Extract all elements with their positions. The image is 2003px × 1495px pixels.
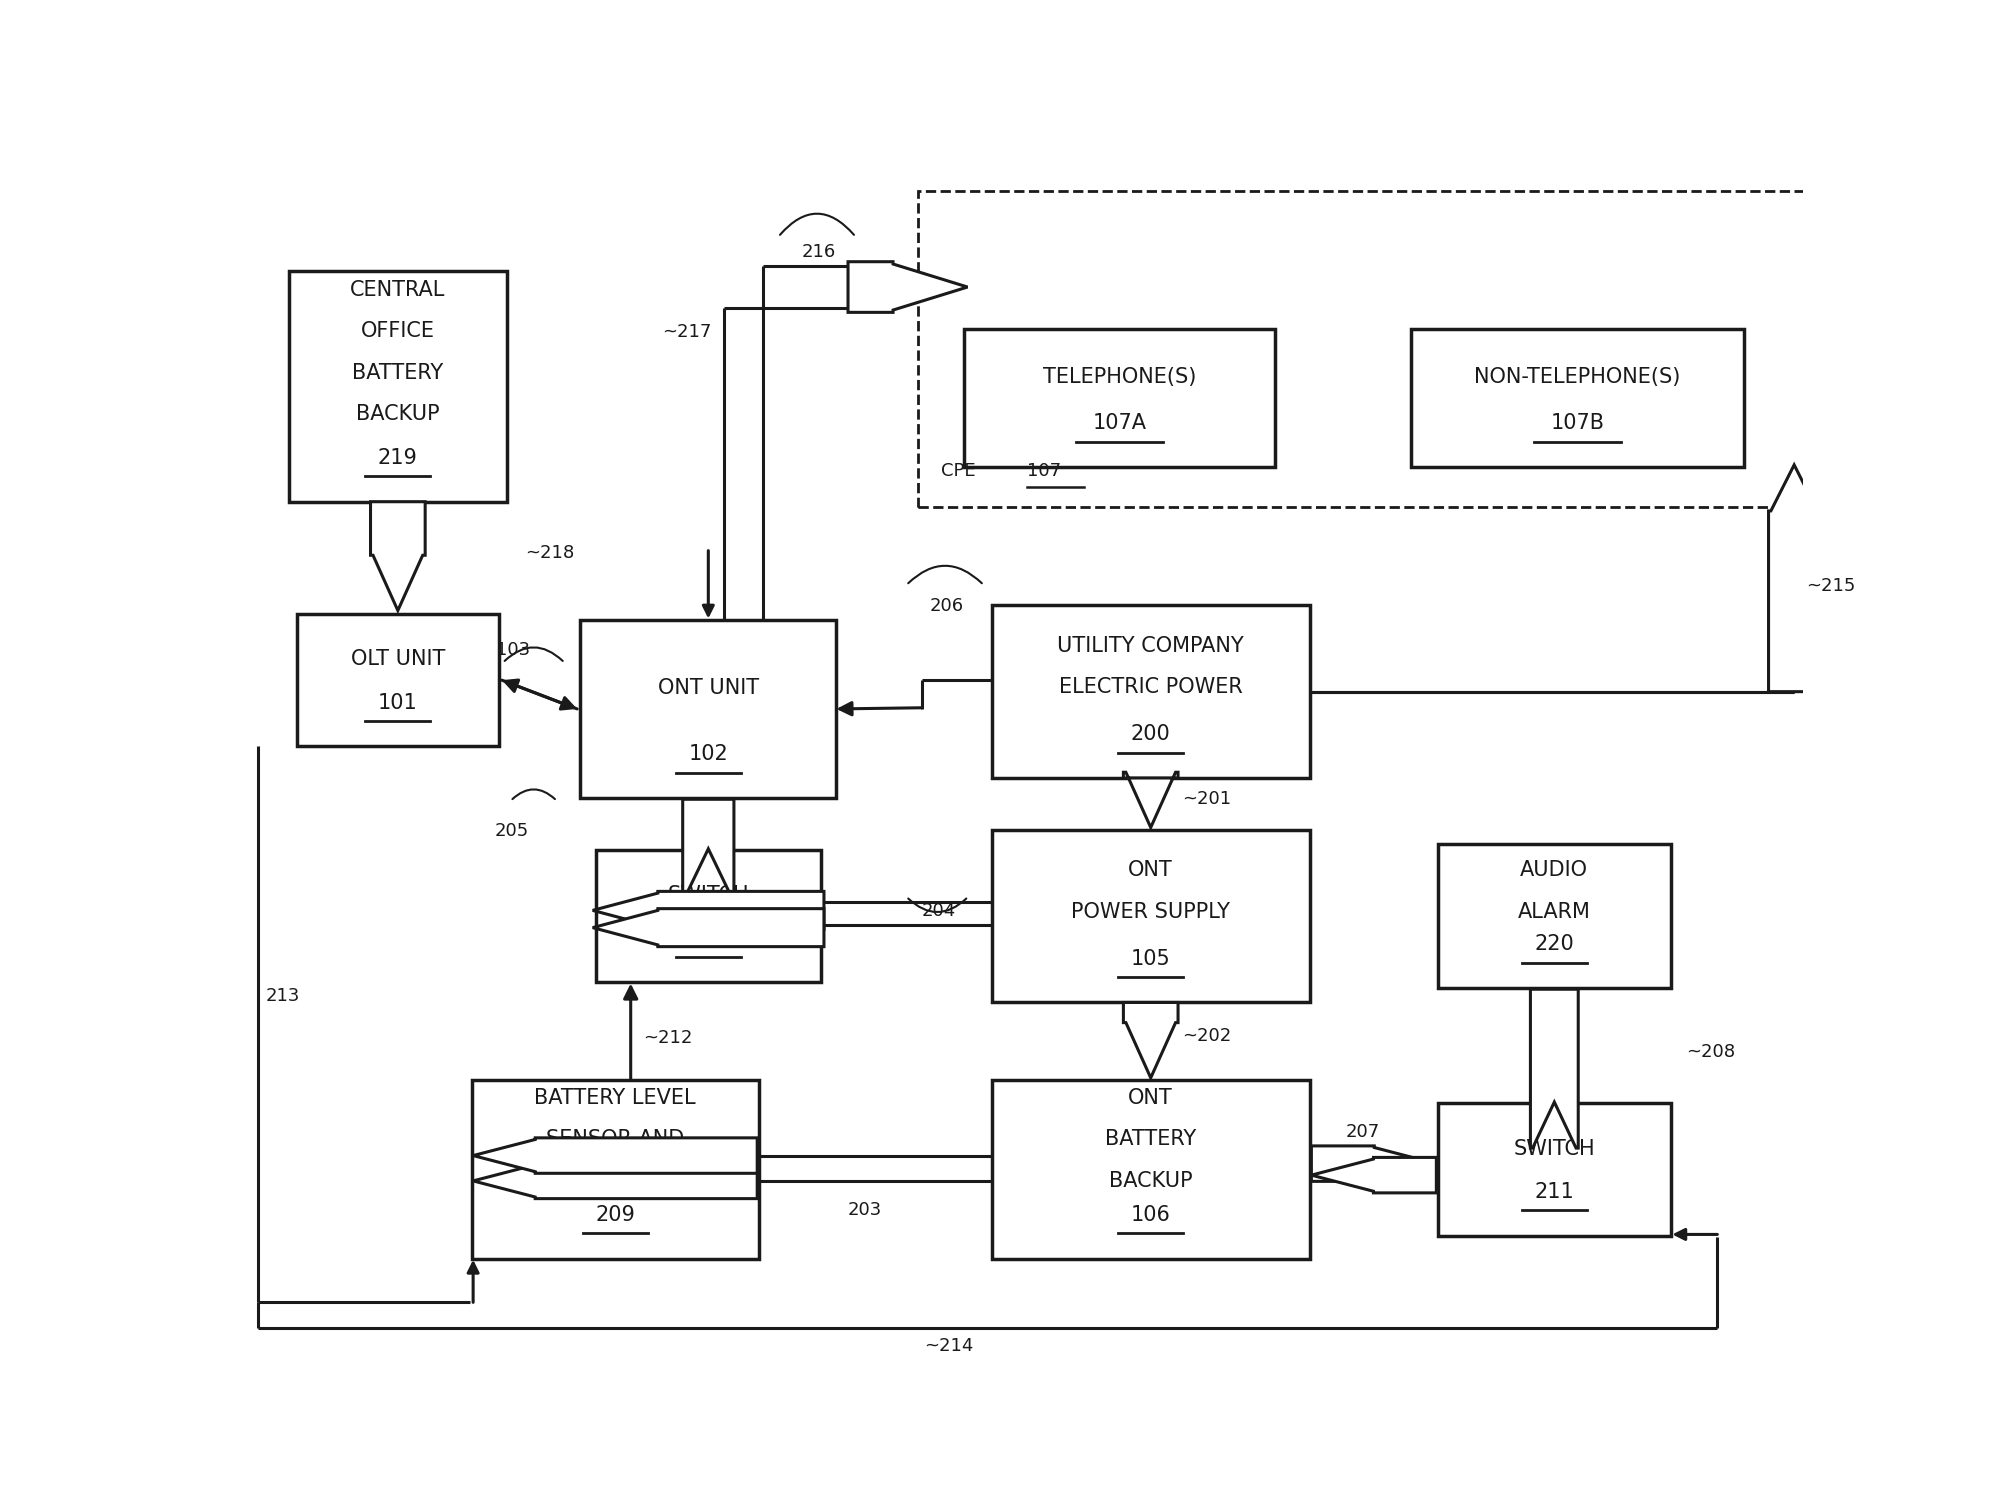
Text: 206: 206 [929,597,963,614]
Polygon shape [1124,773,1178,828]
Text: ~208: ~208 [1687,1044,1735,1061]
Text: ONT: ONT [1128,1088,1174,1108]
Text: CENTRAL: CENTRAL [351,280,445,300]
Text: UTILITY COMPANY: UTILITY COMPANY [1058,635,1244,656]
Text: 210: 210 [689,928,729,949]
Text: AUDIO: AUDIO [1520,860,1588,881]
Polygon shape [473,1163,757,1199]
Text: 101: 101 [379,692,419,713]
Text: ~215: ~215 [1807,577,1857,595]
Text: 219: 219 [379,448,419,468]
Text: POWER SUPPLY: POWER SUPPLY [1072,901,1230,921]
Text: ~214: ~214 [923,1337,973,1354]
Text: ~217: ~217 [661,323,711,341]
Text: 102: 102 [689,745,729,764]
Text: ~212: ~212 [643,1029,693,1046]
Polygon shape [1530,990,1578,1148]
Text: 213: 213 [266,987,300,1005]
Text: CONTROLLER: CONTROLLER [545,1171,685,1192]
Text: ALARM: ALARM [1518,901,1590,921]
Polygon shape [683,800,733,897]
Text: ELECTRIC POWER: ELECTRIC POWER [1060,677,1242,697]
Text: ~201: ~201 [1182,789,1232,807]
Bar [288,272,507,502]
Text: BACKUP: BACKUP [357,404,439,425]
Text: 105: 105 [1132,949,1170,969]
Text: OFFICE: OFFICE [361,321,435,341]
Text: NON-TELEPHONE(S): NON-TELEPHONE(S) [1474,368,1681,387]
Text: 209: 209 [595,1205,635,1224]
Bar [991,1081,1310,1259]
Text: 220: 220 [1534,934,1574,954]
Bar [991,830,1310,1003]
Text: 106: 106 [1132,1205,1170,1224]
Text: ~218: ~218 [525,544,575,562]
Text: ONT UNIT: ONT UNIT [657,679,759,698]
Bar [595,851,821,982]
Polygon shape [1769,465,1821,692]
Bar [917,191,1873,507]
Polygon shape [1312,1145,1436,1181]
Polygon shape [1124,1003,1178,1078]
Bar [1438,1103,1671,1235]
Polygon shape [1312,1157,1436,1193]
Text: BATTERY LEVEL: BATTERY LEVEL [535,1088,695,1108]
Text: ONT: ONT [1128,860,1174,881]
Text: SWITCH: SWITCH [1514,1139,1594,1159]
Bar [991,605,1310,777]
Text: CPE: CPE [941,462,981,480]
Bar [965,329,1276,466]
Polygon shape [847,262,967,312]
Bar [581,620,837,798]
Text: 204: 204 [921,901,955,919]
Bar [1410,329,1745,466]
Text: BACKUP: BACKUP [1110,1171,1192,1192]
Polygon shape [473,1138,757,1174]
Bar [1438,845,1671,988]
Text: 107: 107 [1026,462,1062,480]
Polygon shape [371,502,425,610]
Text: TELEPHONE(S): TELEPHONE(S) [1044,368,1196,387]
Polygon shape [593,909,823,946]
Polygon shape [593,891,823,930]
Text: 207: 207 [1346,1123,1380,1141]
Text: ~202: ~202 [1182,1027,1232,1045]
Text: 211: 211 [1534,1183,1574,1202]
Text: OLT UNIT: OLT UNIT [351,649,445,670]
Text: SENSOR AND: SENSOR AND [547,1129,685,1150]
Text: 216: 216 [801,242,835,260]
Text: 103: 103 [497,641,531,659]
Bar [296,614,499,746]
Bar [471,1081,759,1259]
Text: 107B: 107B [1550,414,1604,434]
Text: 200: 200 [1132,724,1170,745]
Text: 107A: 107A [1094,414,1146,434]
Text: SWITCH: SWITCH [667,885,749,906]
Text: BATTERY: BATTERY [1106,1129,1196,1150]
Text: BATTERY: BATTERY [353,363,443,383]
Text: 205: 205 [495,822,529,840]
Text: 203: 203 [847,1202,881,1220]
